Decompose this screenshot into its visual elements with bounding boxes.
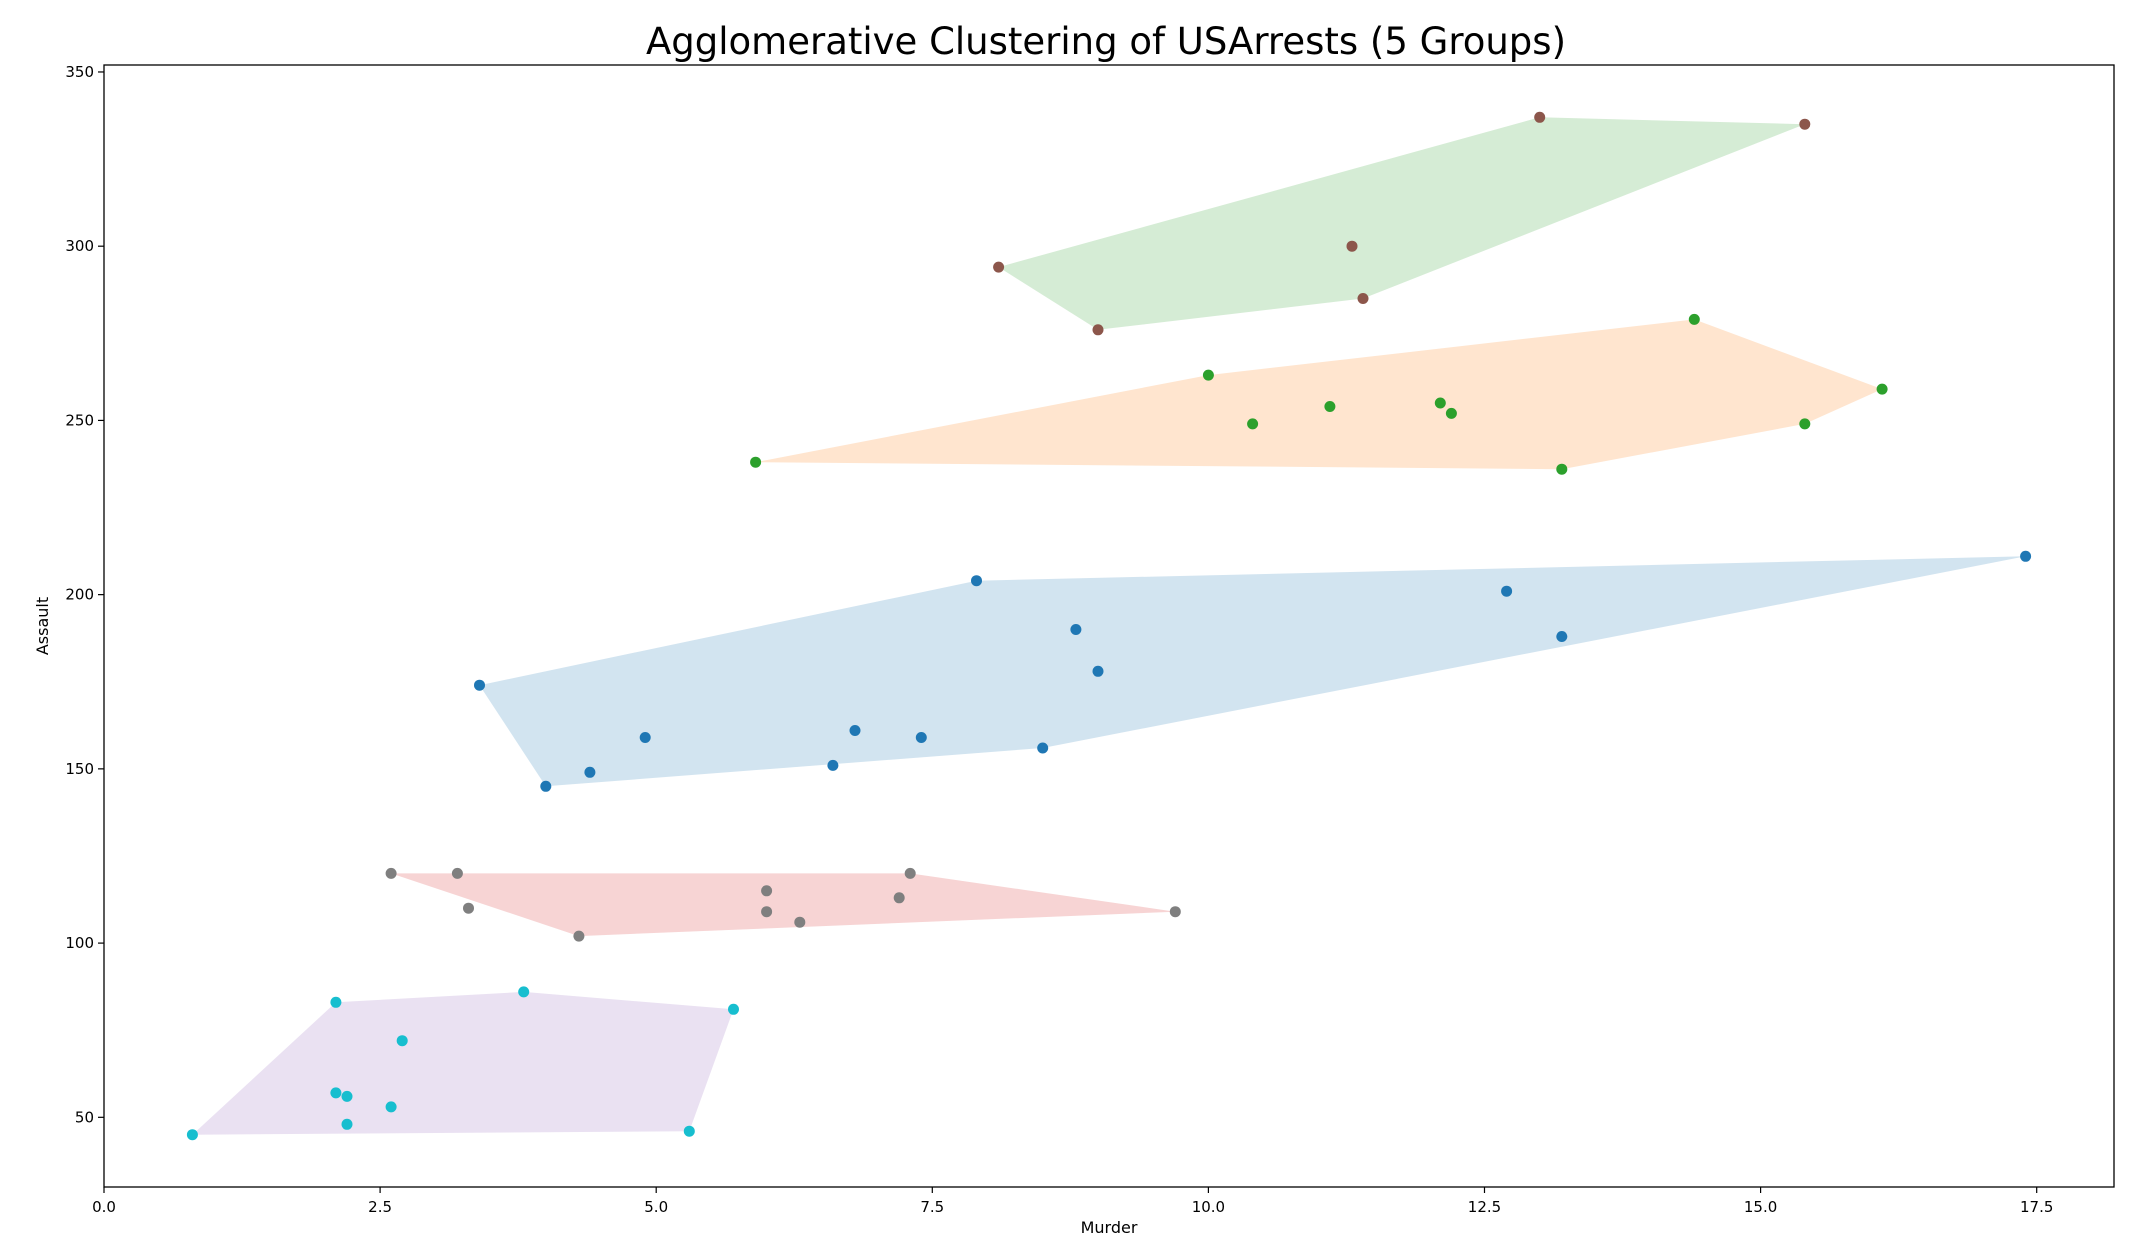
data-point-cluster-5 [385,1101,397,1113]
x-axis-ticks: 0.0 2.5 5.0 7.5 10.0 12.5 15.0 17.5 [92,1187,2053,1216]
data-point-cluster-3 [474,679,485,691]
data-point-cluster-5 [728,1003,739,1015]
data-point-cluster-2 [1202,369,1214,381]
data-point-cluster-5 [683,1125,695,1137]
cluster-hull-3 [479,556,2026,787]
data-point-cluster-3 [2020,550,2032,562]
data-point-cluster-3 [1556,631,1568,642]
data-point-cluster-3 [1037,742,1049,754]
y-tick-label: 50 [75,1108,94,1126]
data-point-cluster-3 [1501,585,1513,597]
data-point-cluster-1 [1534,111,1546,123]
data-point-cluster-3 [639,732,651,743]
x-tick-label: 7.5 [920,1198,944,1216]
data-point-cluster-4 [385,867,397,879]
data-point-cluster-4 [893,892,905,904]
data-point-cluster-3 [971,575,982,587]
data-point-cluster-5 [396,1035,408,1047]
y-tick-label: 250 [65,411,94,429]
data-point-cluster-3 [584,766,596,778]
y-tick-label: 150 [65,760,94,778]
data-point-cluster-4 [463,902,474,914]
data-point-cluster-4 [761,885,773,897]
data-point-cluster-2 [1556,463,1568,475]
data-point-cluster-1 [1357,293,1369,304]
x-tick-label: 2.5 [368,1198,392,1216]
data-point-cluster-5 [518,986,530,998]
data-point-cluster-1 [1092,324,1104,336]
y-axis-label: Assault [33,597,52,655]
data-point-cluster-1 [1799,118,1811,130]
data-points [186,111,2032,1141]
data-point-cluster-2 [1434,397,1446,409]
data-point-cluster-4 [573,930,585,942]
y-tick-label: 300 [65,237,94,255]
cluster-hulls [192,117,2026,1135]
data-point-cluster-3 [849,725,861,736]
data-point-cluster-3 [827,759,839,771]
data-point-cluster-1 [1346,240,1358,252]
x-tick-label: 10.0 [1192,1198,1225,1216]
data-point-cluster-2 [1445,407,1457,419]
data-point-cluster-4 [451,867,463,879]
plot-frame [103,64,2115,1188]
data-point-cluster-4 [761,906,773,918]
y-tick-label: 100 [65,934,94,952]
data-point-cluster-3 [540,780,552,792]
data-point-cluster-2 [1799,418,1811,430]
data-point-cluster-3 [915,732,927,743]
x-tick-label: 0.0 [92,1198,116,1216]
cluster-hull-5 [192,991,734,1135]
y-tick-label: 350 [65,63,94,81]
data-point-cluster-2 [1324,401,1336,412]
data-point-cluster-2 [1688,313,1700,325]
cluster-hull-4 [391,873,1176,937]
data-point-cluster-2 [750,456,762,468]
cluster-hull-2 [755,319,1883,470]
data-point-cluster-4 [1169,906,1181,918]
data-point-cluster-3 [1092,665,1104,677]
data-point-cluster-1 [993,261,1005,273]
data-point-cluster-4 [904,867,916,879]
y-tick-label: 200 [65,586,94,604]
data-point-cluster-5 [341,1090,353,1102]
data-point-cluster-2 [1876,383,1888,395]
x-axis-label: Murder [1081,1218,1138,1237]
x-tick-label: 5.0 [644,1198,668,1216]
data-point-cluster-5 [341,1118,353,1130]
x-tick-label: 15.0 [1744,1198,1777,1216]
x-tick-label: 12.5 [1468,1198,1501,1216]
data-point-cluster-5 [186,1129,198,1141]
y-axis-ticks: 50 100 150 200 250 300 350 [65,63,104,1126]
data-point-cluster-2 [1247,418,1259,430]
x-tick-label: 17.5 [2020,1198,2053,1216]
data-point-cluster-5 [330,996,342,1008]
data-point-cluster-5 [330,1087,342,1099]
cluster-hull-1 [998,117,1805,330]
data-point-cluster-4 [794,916,806,928]
chart-title: Agglomerative Clustering of USArrests (5… [646,20,1566,63]
data-point-cluster-3 [1070,624,1082,635]
